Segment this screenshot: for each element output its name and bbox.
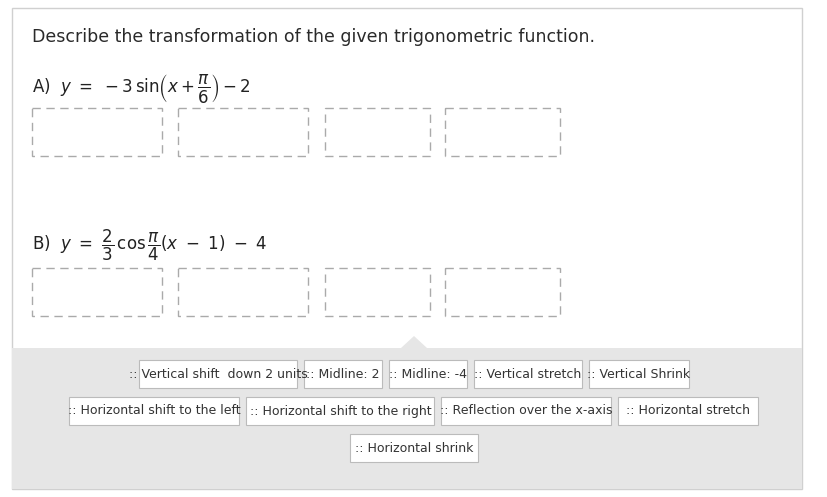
- Text: :: Midline: -4: :: Midline: -4: [389, 367, 466, 381]
- Text: A)  $y\ =\ -3\,\sin\!\left(x + \dfrac{\pi}{6}\right) - 2$: A) $y\ =\ -3\,\sin\!\left(x + \dfrac{\pi…: [32, 72, 251, 105]
- Text: B)  $y\ =\ \dfrac{2}{3}\,\cos\dfrac{\pi}{4}(x\ -\ 1)\ -\ 4$: B) $y\ =\ \dfrac{2}{3}\,\cos\dfrac{\pi}{…: [32, 228, 267, 263]
- Text: :: Vertical shift  down 2 units: :: Vertical shift down 2 units: [128, 367, 307, 381]
- Text: :: Horizontal shift to the left: :: Horizontal shift to the left: [68, 405, 241, 417]
- FancyBboxPatch shape: [69, 397, 239, 425]
- FancyBboxPatch shape: [12, 8, 801, 489]
- FancyBboxPatch shape: [246, 397, 434, 425]
- FancyBboxPatch shape: [473, 360, 581, 388]
- FancyBboxPatch shape: [139, 360, 297, 388]
- FancyBboxPatch shape: [444, 268, 559, 316]
- Text: :: Vertical stretch: :: Vertical stretch: [474, 367, 581, 381]
- Text: :: Midline: 2: :: Midline: 2: [306, 367, 380, 381]
- FancyBboxPatch shape: [178, 268, 308, 316]
- FancyBboxPatch shape: [588, 360, 688, 388]
- FancyBboxPatch shape: [325, 268, 429, 316]
- FancyBboxPatch shape: [32, 108, 162, 156]
- Text: :: Horizontal shrink: :: Horizontal shrink: [355, 441, 472, 454]
- Text: :: Vertical Shrink: :: Vertical Shrink: [586, 367, 690, 381]
- FancyBboxPatch shape: [350, 434, 477, 462]
- Polygon shape: [400, 336, 427, 348]
- FancyBboxPatch shape: [178, 108, 308, 156]
- Text: Describe the transformation of the given trigonometric function.: Describe the transformation of the given…: [32, 28, 595, 46]
- FancyBboxPatch shape: [441, 397, 611, 425]
- Text: :: Horizontal stretch: :: Horizontal stretch: [626, 405, 749, 417]
- Text: :: Reflection over the x-axis: :: Reflection over the x-axis: [440, 405, 612, 417]
- Text: :: Horizontal shift to the right: :: Horizontal shift to the right: [250, 405, 431, 417]
- FancyBboxPatch shape: [325, 108, 429, 156]
- FancyBboxPatch shape: [32, 268, 162, 316]
- FancyBboxPatch shape: [618, 397, 758, 425]
- FancyBboxPatch shape: [12, 348, 801, 489]
- FancyBboxPatch shape: [304, 360, 381, 388]
- FancyBboxPatch shape: [389, 360, 466, 388]
- FancyBboxPatch shape: [444, 108, 559, 156]
